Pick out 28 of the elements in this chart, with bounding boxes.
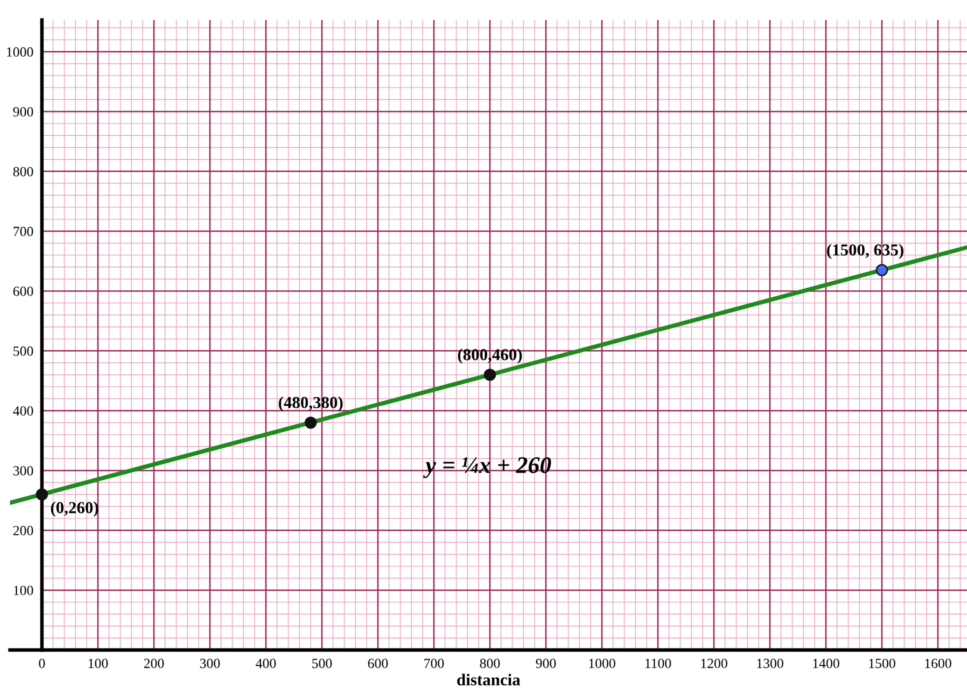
y-tick-label: 200 [13,526,34,536]
x-tick-label: 500 [312,658,332,668]
y-tick-label: 600 [13,286,34,296]
x-tick-label: 600 [368,658,388,668]
x-tick-label: 300 [200,658,220,668]
x-tick-label: 0 [38,658,45,668]
x-tick-label: 800 [480,658,500,668]
y-tick-label: 400 [13,406,34,416]
y-tick-label: 100 [14,586,34,596]
x-tick-label: 1000 [589,658,616,668]
x-tick-label: 1200 [701,658,728,668]
y-tick-label: 900 [13,107,34,116]
x-tick-label: 900 [536,658,556,668]
x-tick-label: 700 [424,658,444,668]
y-tick-label: 300 [13,466,34,476]
x-axis-title: distancia [457,674,520,686]
x-tick-label: 1400 [813,658,840,668]
x-tick-label: 1600 [925,658,952,668]
x-tick-label: 400 [256,658,276,668]
y-tick-label: 800 [13,166,34,176]
y-tick-label: 1000 [7,47,34,57]
y-tick-label: 700 [14,226,34,236]
x-tick-label: 200 [144,658,164,668]
x-tick-label: 1100 [645,658,671,668]
y-tick-label: 500 [14,346,34,356]
x-tick-label: 1300 [757,658,784,668]
x-tick-label: 100 [88,658,108,668]
x-tick-label: 1500 [869,658,896,668]
